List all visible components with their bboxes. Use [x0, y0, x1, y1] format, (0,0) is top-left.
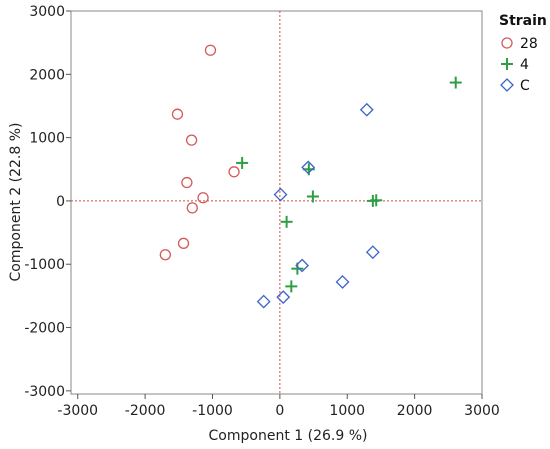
data-points — [159, 44, 462, 309]
point-strain-28 — [171, 108, 184, 120]
plot-frame — [70, 10, 483, 395]
point-strain-28 — [181, 176, 193, 189]
point-strain-c — [295, 258, 310, 273]
x-tick-label: 1000 — [329, 403, 365, 419]
y-tick-label: -3000 — [24, 384, 65, 400]
point-strain-4 — [370, 194, 383, 207]
x-tick-label: -2000 — [125, 403, 166, 419]
y-axis-title: Component 2 (22.8 %) — [8, 123, 24, 282]
point-strain-c — [365, 245, 380, 260]
x-tick-label: -3000 — [57, 403, 98, 419]
point-strain-28 — [185, 134, 198, 146]
reference-lines — [71, 11, 482, 394]
legend-marker-c — [500, 78, 514, 92]
point-strain-28 — [197, 192, 209, 204]
x-tick-label: 0 — [275, 403, 284, 419]
y-tick-label: -2000 — [24, 321, 65, 337]
point-strain-c — [273, 187, 288, 202]
y-tick-label: -1000 — [24, 257, 65, 273]
legend-label-28: 28 — [520, 36, 538, 52]
point-strain-c — [276, 290, 291, 305]
point-strain-4 — [306, 190, 319, 203]
point-strain-4 — [280, 215, 293, 228]
x-tick-label: 2000 — [397, 403, 433, 419]
y-tick-label: 2000 — [29, 67, 65, 83]
point-strain-28 — [177, 237, 190, 249]
legend-label-4: 4 — [520, 57, 529, 73]
x-axis-ticks: -3000 -2000 -1000 0 1000 2000 3000 — [57, 394, 500, 419]
point-strain-c — [335, 275, 350, 289]
point-strain-4 — [236, 156, 249, 169]
point-strain-4 — [285, 280, 298, 293]
legend-marker-4 — [501, 58, 513, 70]
y-tick-label: 3000 — [29, 4, 65, 20]
point-strain-c — [256, 294, 271, 309]
point-strain-28 — [204, 44, 217, 56]
legend-label-c: C — [520, 78, 530, 94]
legend: Strain 28 4 C — [499, 13, 547, 94]
y-tick-label: 0 — [56, 194, 65, 210]
y-axis-ticks: -3000 -2000 -1000 0 1000 2000 3000 — [24, 4, 71, 400]
x-tick-label: -1000 — [192, 403, 233, 419]
legend-title: Strain — [499, 13, 547, 29]
y-tick-label: 1000 — [29, 131, 65, 147]
point-strain-28 — [186, 202, 198, 214]
point-strain-28 — [159, 249, 171, 261]
x-axis-title: Component 1 (26.9 %) — [209, 428, 368, 444]
point-strain-28 — [228, 166, 240, 178]
point-strain-4 — [449, 76, 462, 89]
x-tick-label: 3000 — [464, 403, 500, 419]
point-strain-c — [359, 102, 374, 117]
legend-marker-28 — [501, 37, 513, 49]
point-strain-c — [301, 160, 316, 175]
